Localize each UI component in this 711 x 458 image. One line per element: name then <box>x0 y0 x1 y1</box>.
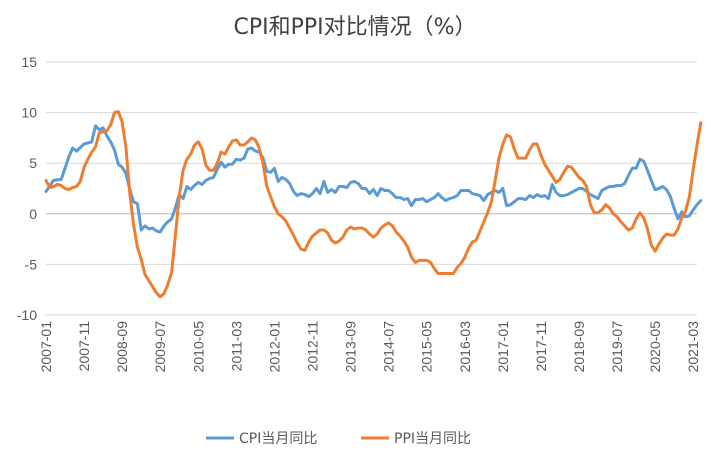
x-tick-label: 2012-01 <box>266 321 282 373</box>
legend: CPI当月同比 PPI当月同比 <box>206 431 471 447</box>
y-tick-label: -10 <box>17 307 37 323</box>
y-tick-label: 15 <box>21 54 37 70</box>
x-tick-label: 2016-03 <box>457 321 473 373</box>
x-tick-label: 2014-07 <box>381 321 397 373</box>
x-tick-label: 2015-05 <box>419 321 435 373</box>
x-tick-label: 2007-01 <box>38 321 54 373</box>
gridlines <box>46 61 697 316</box>
x-tick-label: 2018-09 <box>571 321 587 373</box>
y-tick-label: -5 <box>25 256 38 272</box>
y-tick-label: 5 <box>29 155 37 171</box>
x-axis: 2007-01 2007-11 2008-09 2009-07 2010-05 2011-… <box>38 213 701 373</box>
x-tick-label: 2011-03 <box>228 321 244 372</box>
x-tick-label: 2021-03 <box>685 321 701 373</box>
legend-label-2: PPI当月同比 <box>394 431 471 447</box>
x-tick-label: 2013-09 <box>343 321 359 373</box>
series-line-2 <box>44 110 703 299</box>
x-tick-label: 2010-05 <box>190 321 206 373</box>
x-tick-label: 2012-11 <box>305 321 321 372</box>
x-tick-label: 2019-07 <box>609 321 625 373</box>
chart-title: CPI和PPI对比情况（%） <box>233 15 476 40</box>
x-tick-label: 2017-01 <box>495 321 511 373</box>
legend-label-1: CPI当月同比 <box>239 431 317 447</box>
x-tick-label: 2017-11 <box>533 321 549 372</box>
y-axis: 15 10 5 0 -5 -10 <box>17 54 37 323</box>
x-tick-label: 2008-09 <box>114 321 130 373</box>
x-tick-label: 2007-11 <box>76 321 92 372</box>
y-tick-label: 0 <box>29 206 37 222</box>
series-line-1 <box>44 124 703 234</box>
y-tick-label: 10 <box>21 105 37 121</box>
x-tick-label: 2009-07 <box>152 321 168 373</box>
x-tick-label: 2020-05 <box>647 321 663 373</box>
series-lines <box>44 110 703 299</box>
